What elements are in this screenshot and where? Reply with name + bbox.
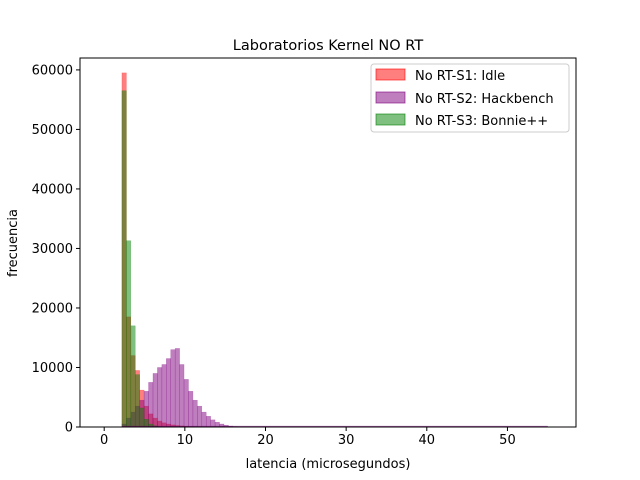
y-tick-label: 10000 [32, 361, 73, 376]
y-axis: 0 10000 20000 30000 40000 50000 60000 [32, 63, 80, 436]
x-tick-label: 10 [177, 433, 194, 448]
chart-title: Laboratorios Kernel NO RT [233, 38, 424, 54]
legend-swatch-idle [375, 68, 406, 81]
y-tick-label: 0 [65, 421, 73, 436]
histogram-bar-bonnie [143, 419, 149, 428]
histogram-bar-hackbench [174, 348, 180, 428]
histogram-bar-bonnie [130, 325, 136, 428]
histogram-bar-hackbench [179, 364, 185, 428]
histogram-bar-hackbench [170, 349, 176, 428]
x-axis: 0 10 20 30 40 50 [100, 427, 516, 448]
x-tick-label: 50 [499, 433, 516, 448]
y-tick-label: 30000 [32, 242, 73, 257]
x-tick-label: 30 [338, 433, 355, 448]
histogram-bar-bonnie [134, 374, 140, 428]
histogram-bar-hackbench [188, 391, 194, 428]
y-axis-label: frecuencia [6, 209, 21, 277]
histogram-bar-hackbench [148, 382, 154, 428]
legend-label-bonnie: No RT-S3: Bonnie++ [415, 114, 548, 129]
histogram-bar-bonnie [121, 90, 127, 428]
histogram-bar-bonnie [139, 407, 145, 428]
histogram-bar-bonnie [126, 240, 132, 428]
legend-label-idle: No RT-S1: Idle [415, 69, 505, 84]
plot-frame [79, 57, 577, 428]
plot-bars [121, 72, 548, 428]
legend-swatch-bonnie [375, 113, 406, 126]
x-tick-label: 0 [100, 433, 108, 448]
legend-box [370, 63, 570, 133]
histogram-bar-hackbench [161, 364, 167, 428]
legend-swatch-hackbench [375, 91, 406, 104]
histogram-bar-hackbench [205, 416, 211, 428]
legend: No RT-S1: Idle No RT-S2: Hackbench No RT… [370, 63, 570, 133]
histogram-bar-hackbench [152, 373, 158, 428]
y-tick-label: 60000 [32, 63, 73, 78]
histogram-bar-hackbench [201, 411, 207, 428]
x-axis-label: latencia (microsegundos) [246, 457, 411, 472]
histogram-bar-hackbench [166, 358, 171, 428]
histogram-bar-hackbench [197, 405, 203, 428]
histogram-bar-hackbench [192, 399, 198, 428]
legend-label-hackbench: No RT-S2: Hackbench [415, 92, 554, 107]
x-tick-label: 40 [419, 433, 436, 448]
histogram-bar-hackbench [183, 379, 189, 428]
y-tick-label: 20000 [32, 301, 73, 316]
x-tick-label: 20 [257, 433, 274, 448]
y-tick-label: 40000 [32, 182, 73, 197]
histogram-bar-hackbench [157, 367, 163, 428]
y-tick-label: 50000 [32, 123, 73, 138]
